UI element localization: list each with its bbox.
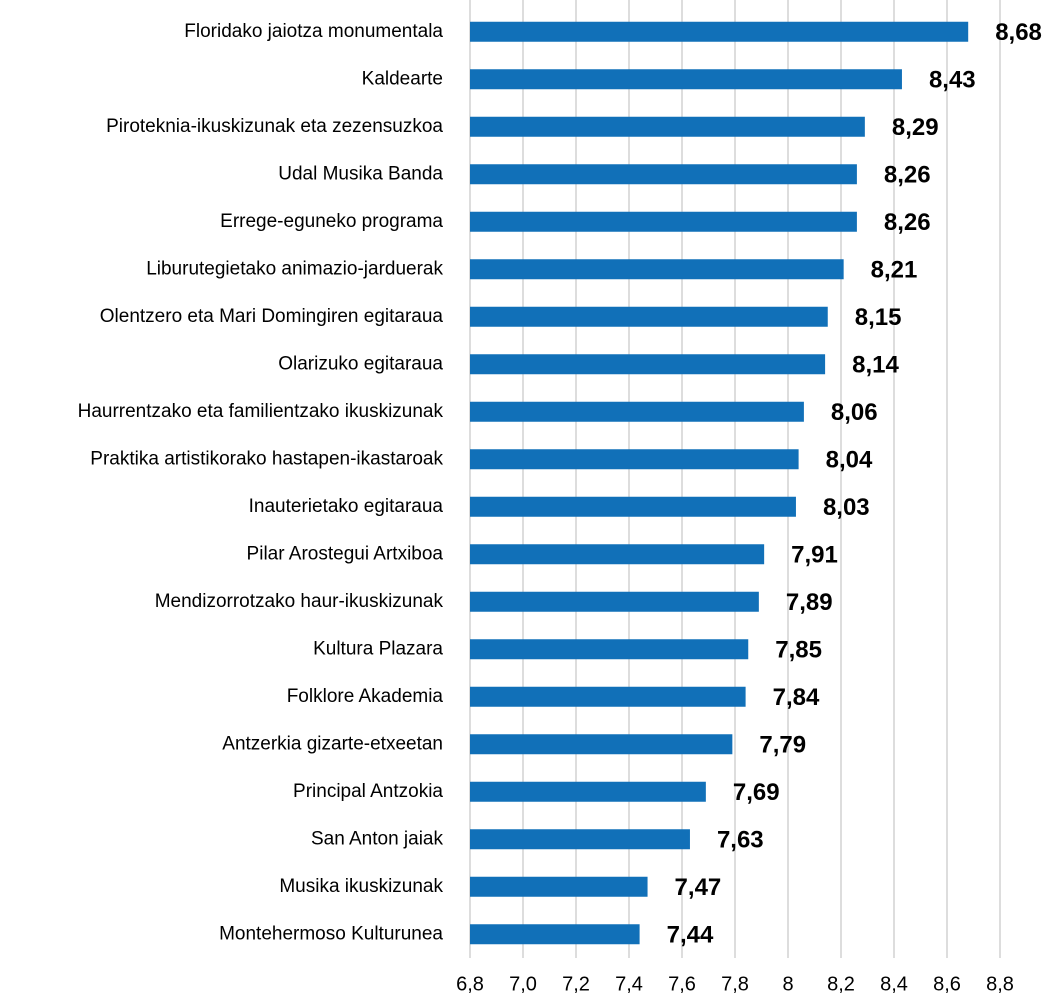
value-label: 8,21	[871, 257, 918, 284]
bar	[470, 591, 759, 612]
bar	[470, 211, 857, 232]
x-tick-label: 6,8	[456, 973, 484, 995]
x-tick-label: 8,6	[933, 973, 961, 995]
bar	[470, 449, 799, 470]
x-tick-label: 7,6	[668, 973, 696, 995]
x-tick-label: 7,4	[615, 973, 643, 995]
value-label: 8,03	[823, 494, 870, 521]
value-label: 7,47	[675, 874, 722, 901]
y-tick-label: Antzerkia gizarte-etxeetan	[222, 733, 443, 754]
y-tick-label: Kaldearte	[362, 68, 443, 89]
bar	[470, 639, 749, 660]
bar	[470, 496, 796, 517]
value-label: 8,26	[884, 162, 931, 189]
y-tick-label: Principal Antzokia	[293, 781, 443, 802]
bar	[470, 354, 826, 375]
x-tick-label: 8,4	[880, 973, 908, 995]
y-tick-label: Musika ikuskizunak	[279, 876, 443, 897]
value-label: 7,85	[775, 637, 822, 664]
value-label: 8,26	[884, 209, 931, 236]
value-label: 7,79	[759, 732, 806, 759]
bar	[470, 116, 865, 137]
bar	[470, 21, 969, 42]
value-label: 7,69	[733, 779, 780, 806]
bar	[470, 306, 828, 327]
bar	[470, 69, 902, 90]
value-label: 8,68	[995, 19, 1042, 46]
bar	[470, 924, 640, 945]
y-tick-label: San Anton jaiak	[311, 828, 444, 849]
x-tick-label: 7,8	[721, 973, 749, 995]
y-tick-label: Folklore Akademia	[287, 686, 444, 707]
bar	[470, 829, 690, 850]
bar	[470, 164, 857, 185]
value-label: 7,89	[786, 589, 833, 616]
bar	[470, 734, 733, 755]
value-label: 8,15	[855, 304, 902, 331]
y-tick-label: Haurrentzako eta familientzako ikuskizun…	[78, 401, 444, 422]
x-tick-label: 7,2	[562, 973, 590, 995]
value-label: 7,63	[717, 827, 764, 854]
bar	[470, 401, 804, 422]
y-tick-label: Kultura Plazara	[313, 638, 443, 659]
y-tick-label: Praktika artistikorako hastapen-ikastaro…	[90, 448, 443, 469]
y-tick-label: Piroteknia-ikuskizunak eta zezensuzkoa	[106, 116, 443, 137]
x-tick-label: 8,2	[827, 973, 855, 995]
value-label: 7,84	[773, 684, 820, 711]
value-label: 7,44	[667, 922, 714, 949]
y-tick-label: Udal Musika Banda	[278, 163, 443, 184]
y-tick-label: Errege-eguneko programa	[220, 211, 443, 232]
value-label: 8,06	[831, 399, 878, 426]
bar	[470, 259, 844, 280]
bar	[470, 781, 706, 802]
bar	[470, 876, 648, 897]
bar	[470, 686, 746, 707]
value-label: 8,04	[826, 447, 873, 474]
y-tick-label: Liburutegietako animazio-jarduerak	[146, 258, 443, 279]
bar	[470, 544, 765, 565]
x-tick-label: 8,8	[986, 973, 1014, 995]
value-label: 8,29	[892, 114, 939, 141]
y-tick-label: Pilar Arostegui Artxiboa	[247, 543, 444, 564]
y-tick-label: Floridako jaiotza monumentala	[184, 21, 443, 42]
x-tick-label: 8	[782, 973, 793, 995]
y-tick-label: Olentzero eta Mari Domingiren egitaraua	[100, 306, 444, 327]
y-tick-label: Inauterietako egitaraua	[249, 496, 444, 517]
y-tick-label: Montehermoso Kulturunea	[219, 923, 443, 944]
y-tick-label: Mendizorrotzako haur-ikuskizunak	[155, 591, 444, 612]
value-label: 8,14	[852, 352, 899, 379]
value-label: 8,43	[929, 67, 976, 94]
x-tick-label: 7,0	[509, 973, 537, 995]
y-tick-label: Olarizuko egitaraua	[278, 353, 443, 374]
value-label: 7,91	[791, 542, 838, 569]
